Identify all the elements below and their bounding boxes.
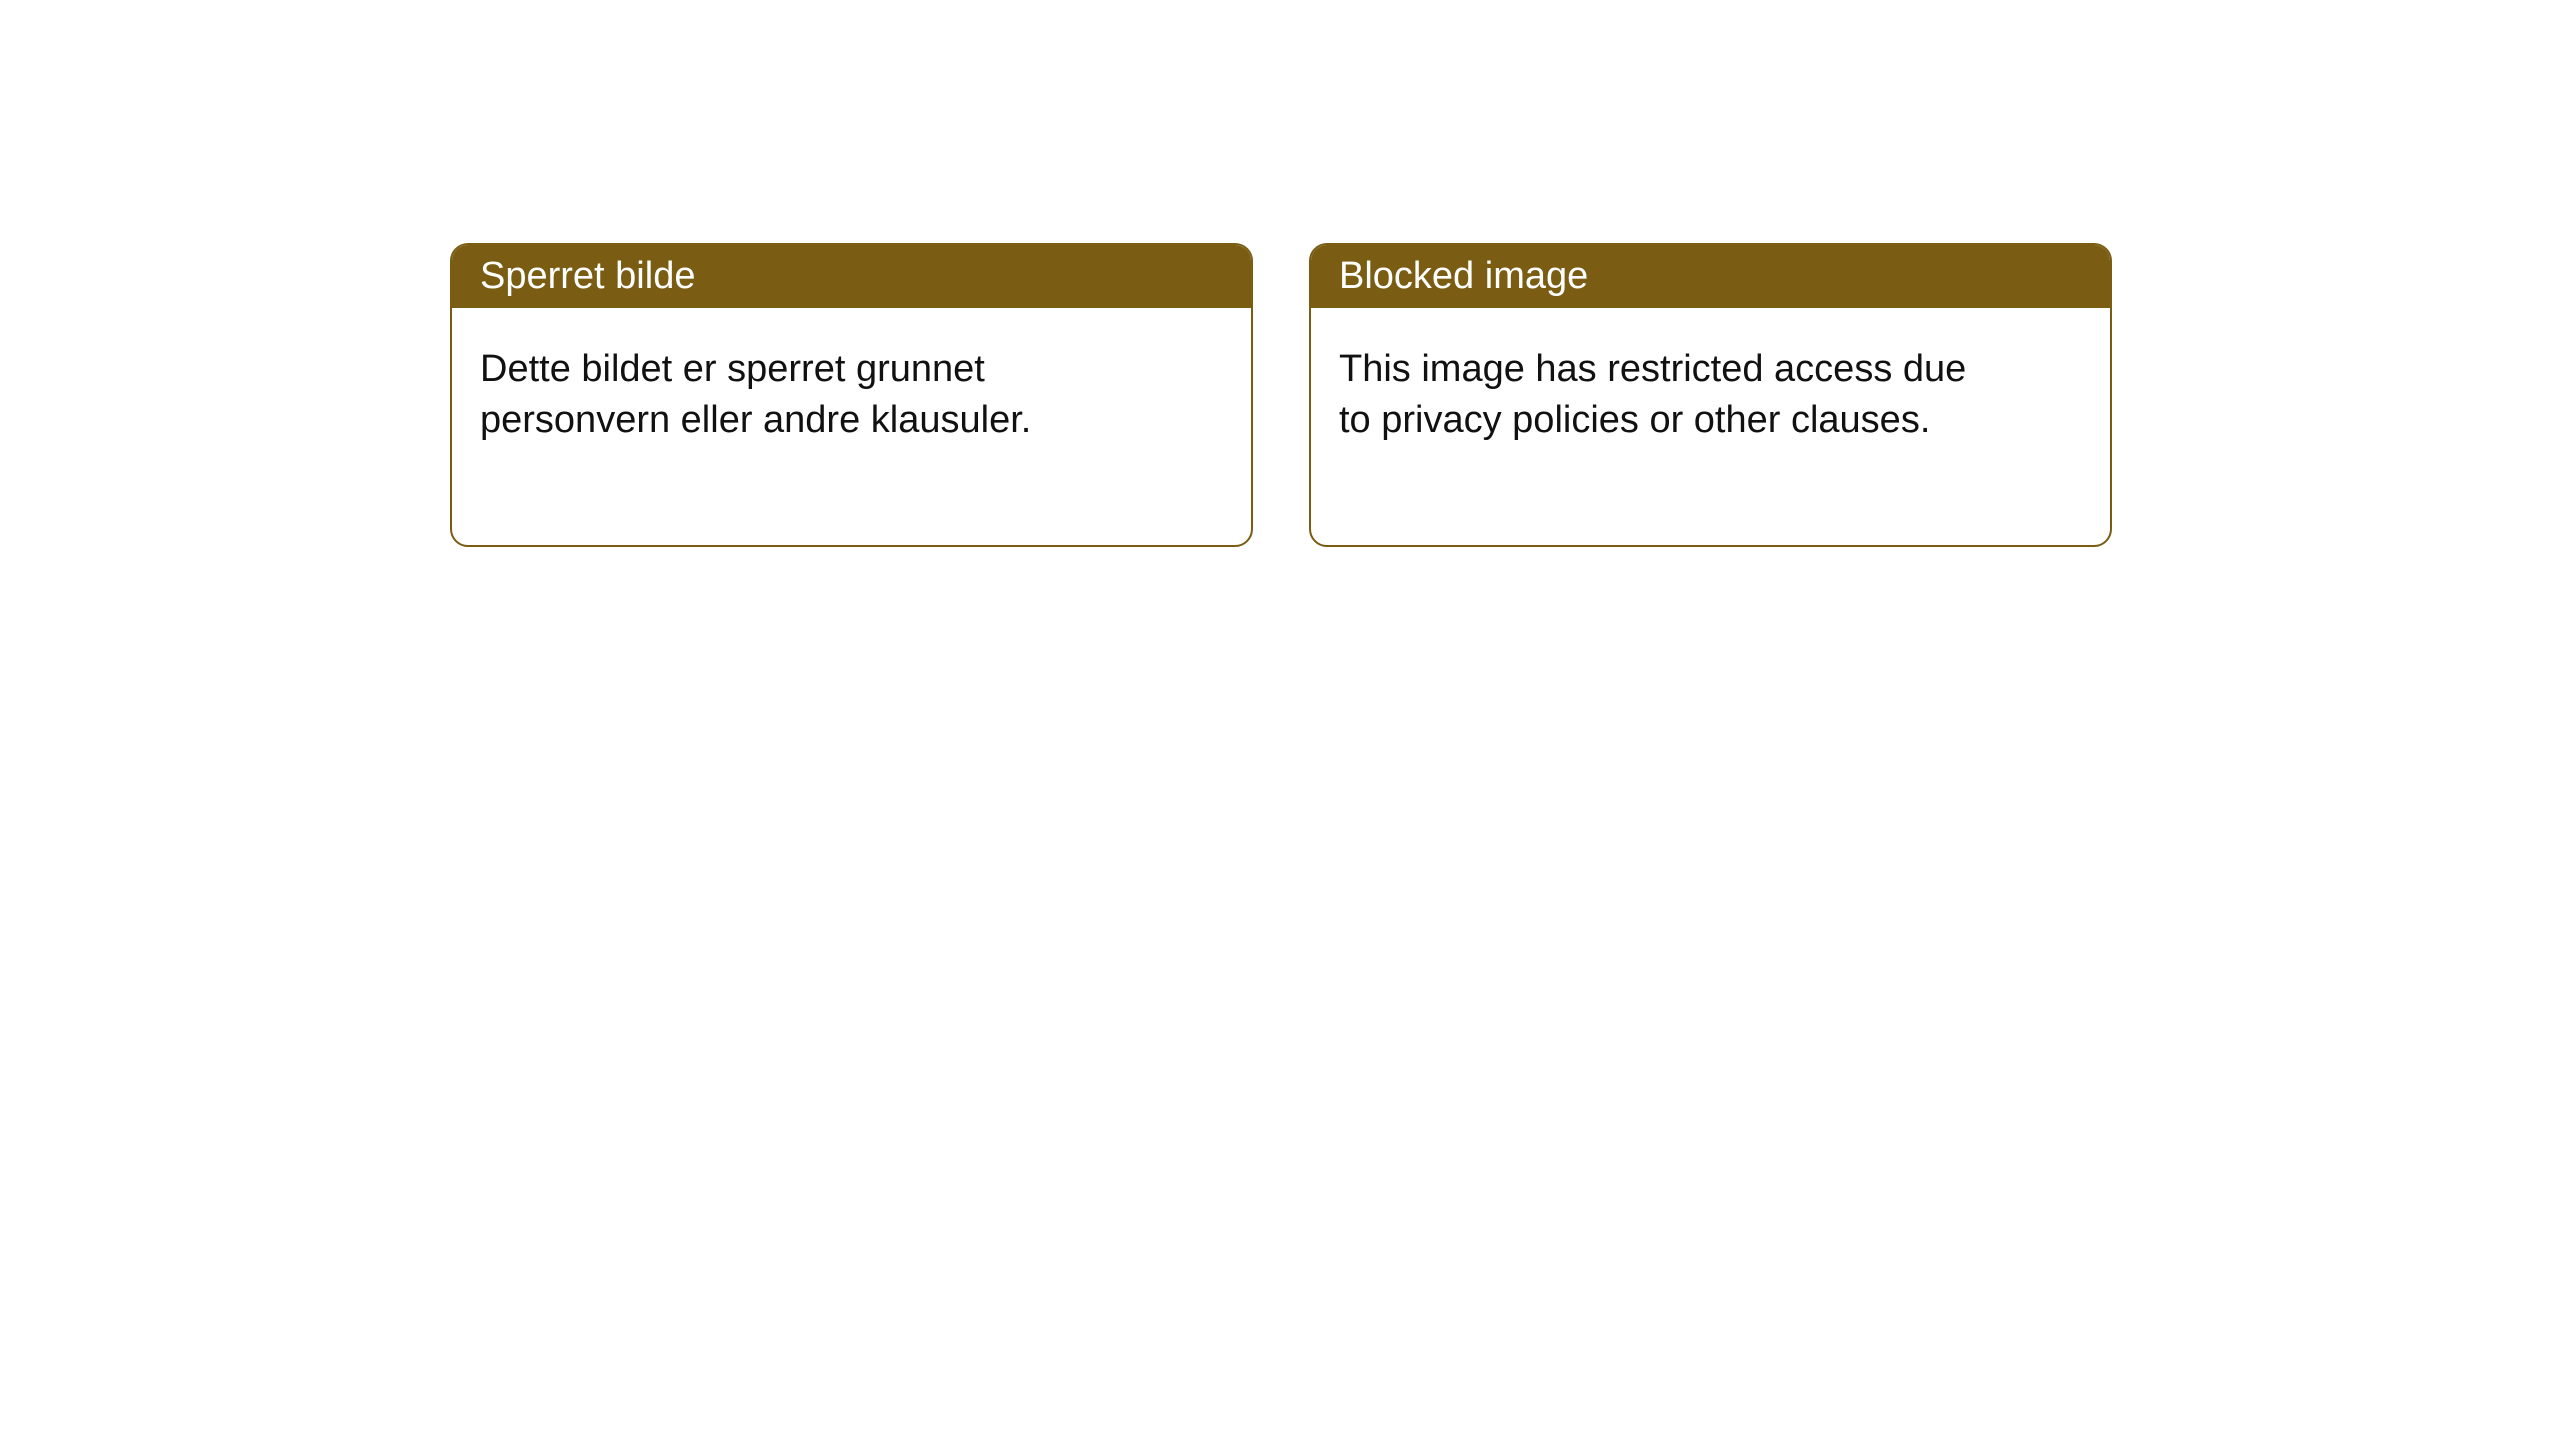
notice-container: Sperret bilde Dette bildet er sperret gr… (0, 0, 2560, 547)
notice-box-norwegian: Sperret bilde Dette bildet er sperret gr… (450, 243, 1253, 547)
notice-body-norwegian: Dette bildet er sperret grunnet personve… (452, 308, 1172, 545)
notice-header-english: Blocked image (1311, 245, 2110, 308)
notice-header-norwegian: Sperret bilde (452, 245, 1251, 308)
notice-box-english: Blocked image This image has restricted … (1309, 243, 2112, 547)
notice-body-english: This image has restricted access due to … (1311, 308, 2031, 545)
